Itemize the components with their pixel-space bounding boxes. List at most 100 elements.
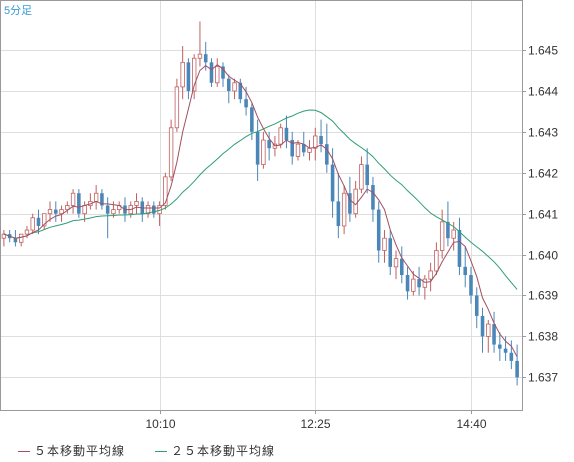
candle-body (77, 193, 81, 214)
legend-ma5-label: ５本移動平均線 (34, 444, 126, 458)
candle (59, 205, 64, 222)
candle (434, 242, 439, 276)
candle-body (238, 82, 243, 100)
legend-ma25-label: ２５本移動平均線 (171, 444, 276, 458)
y-tick-label: 1.644 (528, 85, 558, 99)
candle-body (145, 205, 151, 215)
candle-body (174, 86, 180, 129)
candle-body (111, 209, 116, 215)
candle (480, 307, 485, 353)
candle-body (93, 192, 99, 202)
candle-body (215, 66, 220, 84)
plot-frame (0, 0, 523, 411)
candle (411, 270, 416, 296)
candle (100, 189, 104, 210)
y-tick-label: 1.639 (528, 289, 558, 303)
candle (197, 21, 203, 67)
candle (284, 115, 289, 149)
candle-body (451, 229, 456, 239)
candle-body (457, 230, 462, 267)
candle (388, 230, 393, 276)
candle (515, 344, 519, 386)
candle (319, 119, 323, 153)
candle-body (105, 205, 110, 214)
candle (191, 54, 197, 100)
candle-body (30, 217, 35, 231)
candle (359, 156, 364, 194)
x-tick-label: 10:10 (145, 417, 175, 431)
candle-body (290, 140, 295, 157)
candle (422, 275, 428, 300)
candle-body (250, 107, 254, 132)
candle-body (348, 193, 352, 214)
candle (295, 140, 301, 161)
candle-body (446, 221, 450, 239)
candle-body (180, 61, 185, 88)
candle (267, 131, 271, 161)
candle-body (336, 201, 341, 226)
candle-body (100, 193, 104, 206)
candle (336, 172, 341, 239)
candle-body (65, 205, 70, 210)
candle-body (197, 53, 203, 59)
candle-body (371, 185, 375, 210)
candle (261, 131, 266, 169)
y-tick-label: 1.642 (528, 167, 558, 181)
candle-body (295, 143, 301, 157)
candle (174, 78, 180, 132)
candle-body (509, 352, 514, 361)
candle-body (325, 144, 329, 165)
candle (405, 266, 410, 300)
candle-body (388, 238, 393, 267)
candle (255, 119, 260, 181)
candle (215, 58, 220, 87)
legend-ma5: ５本移動平均線 (18, 442, 125, 459)
candle (238, 78, 243, 104)
candle (145, 201, 151, 218)
candle-body (209, 62, 214, 83)
x-tick-label: 12:25 (300, 417, 330, 431)
candle (93, 185, 99, 210)
y-tick-label: 1.640 (528, 249, 558, 263)
candle-body (163, 176, 168, 206)
candle-body (24, 229, 30, 235)
candle (134, 193, 139, 214)
candle (341, 185, 347, 235)
y-axis: 1.637 1.638 1.639 1.640 1.641 1.642 1.643 1.644… (522, 44, 558, 385)
candle-body (439, 221, 445, 251)
candle-body (82, 205, 87, 215)
candle-body (515, 360, 519, 378)
candle (168, 119, 174, 181)
candle-body (36, 217, 41, 226)
candle-body (255, 131, 260, 165)
candle (226, 74, 231, 104)
ma25-line (3, 109, 518, 290)
candle-body (486, 323, 491, 337)
candle-body (428, 270, 433, 280)
candle-body (70, 192, 76, 206)
candle (152, 201, 156, 218)
candle-body (405, 275, 410, 292)
candle-body (307, 147, 312, 153)
candle-body (221, 66, 225, 79)
candle (117, 201, 122, 214)
y-tick-label: 1.638 (528, 330, 558, 344)
candle-body (341, 192, 347, 227)
candle (42, 213, 47, 231)
candle (186, 58, 191, 100)
candle (371, 176, 375, 222)
candle-body (301, 144, 306, 153)
candle (428, 262, 433, 292)
candle (232, 78, 237, 100)
candle (486, 320, 491, 353)
candle (492, 311, 496, 353)
ma5-line (3, 64, 518, 358)
grid (1, 1, 522, 410)
candle (18, 233, 24, 247)
ma25-swatch (155, 451, 167, 453)
candle-body (168, 127, 174, 178)
candle-body (376, 209, 381, 251)
candle-body (13, 238, 18, 243)
candle-body (244, 99, 248, 108)
